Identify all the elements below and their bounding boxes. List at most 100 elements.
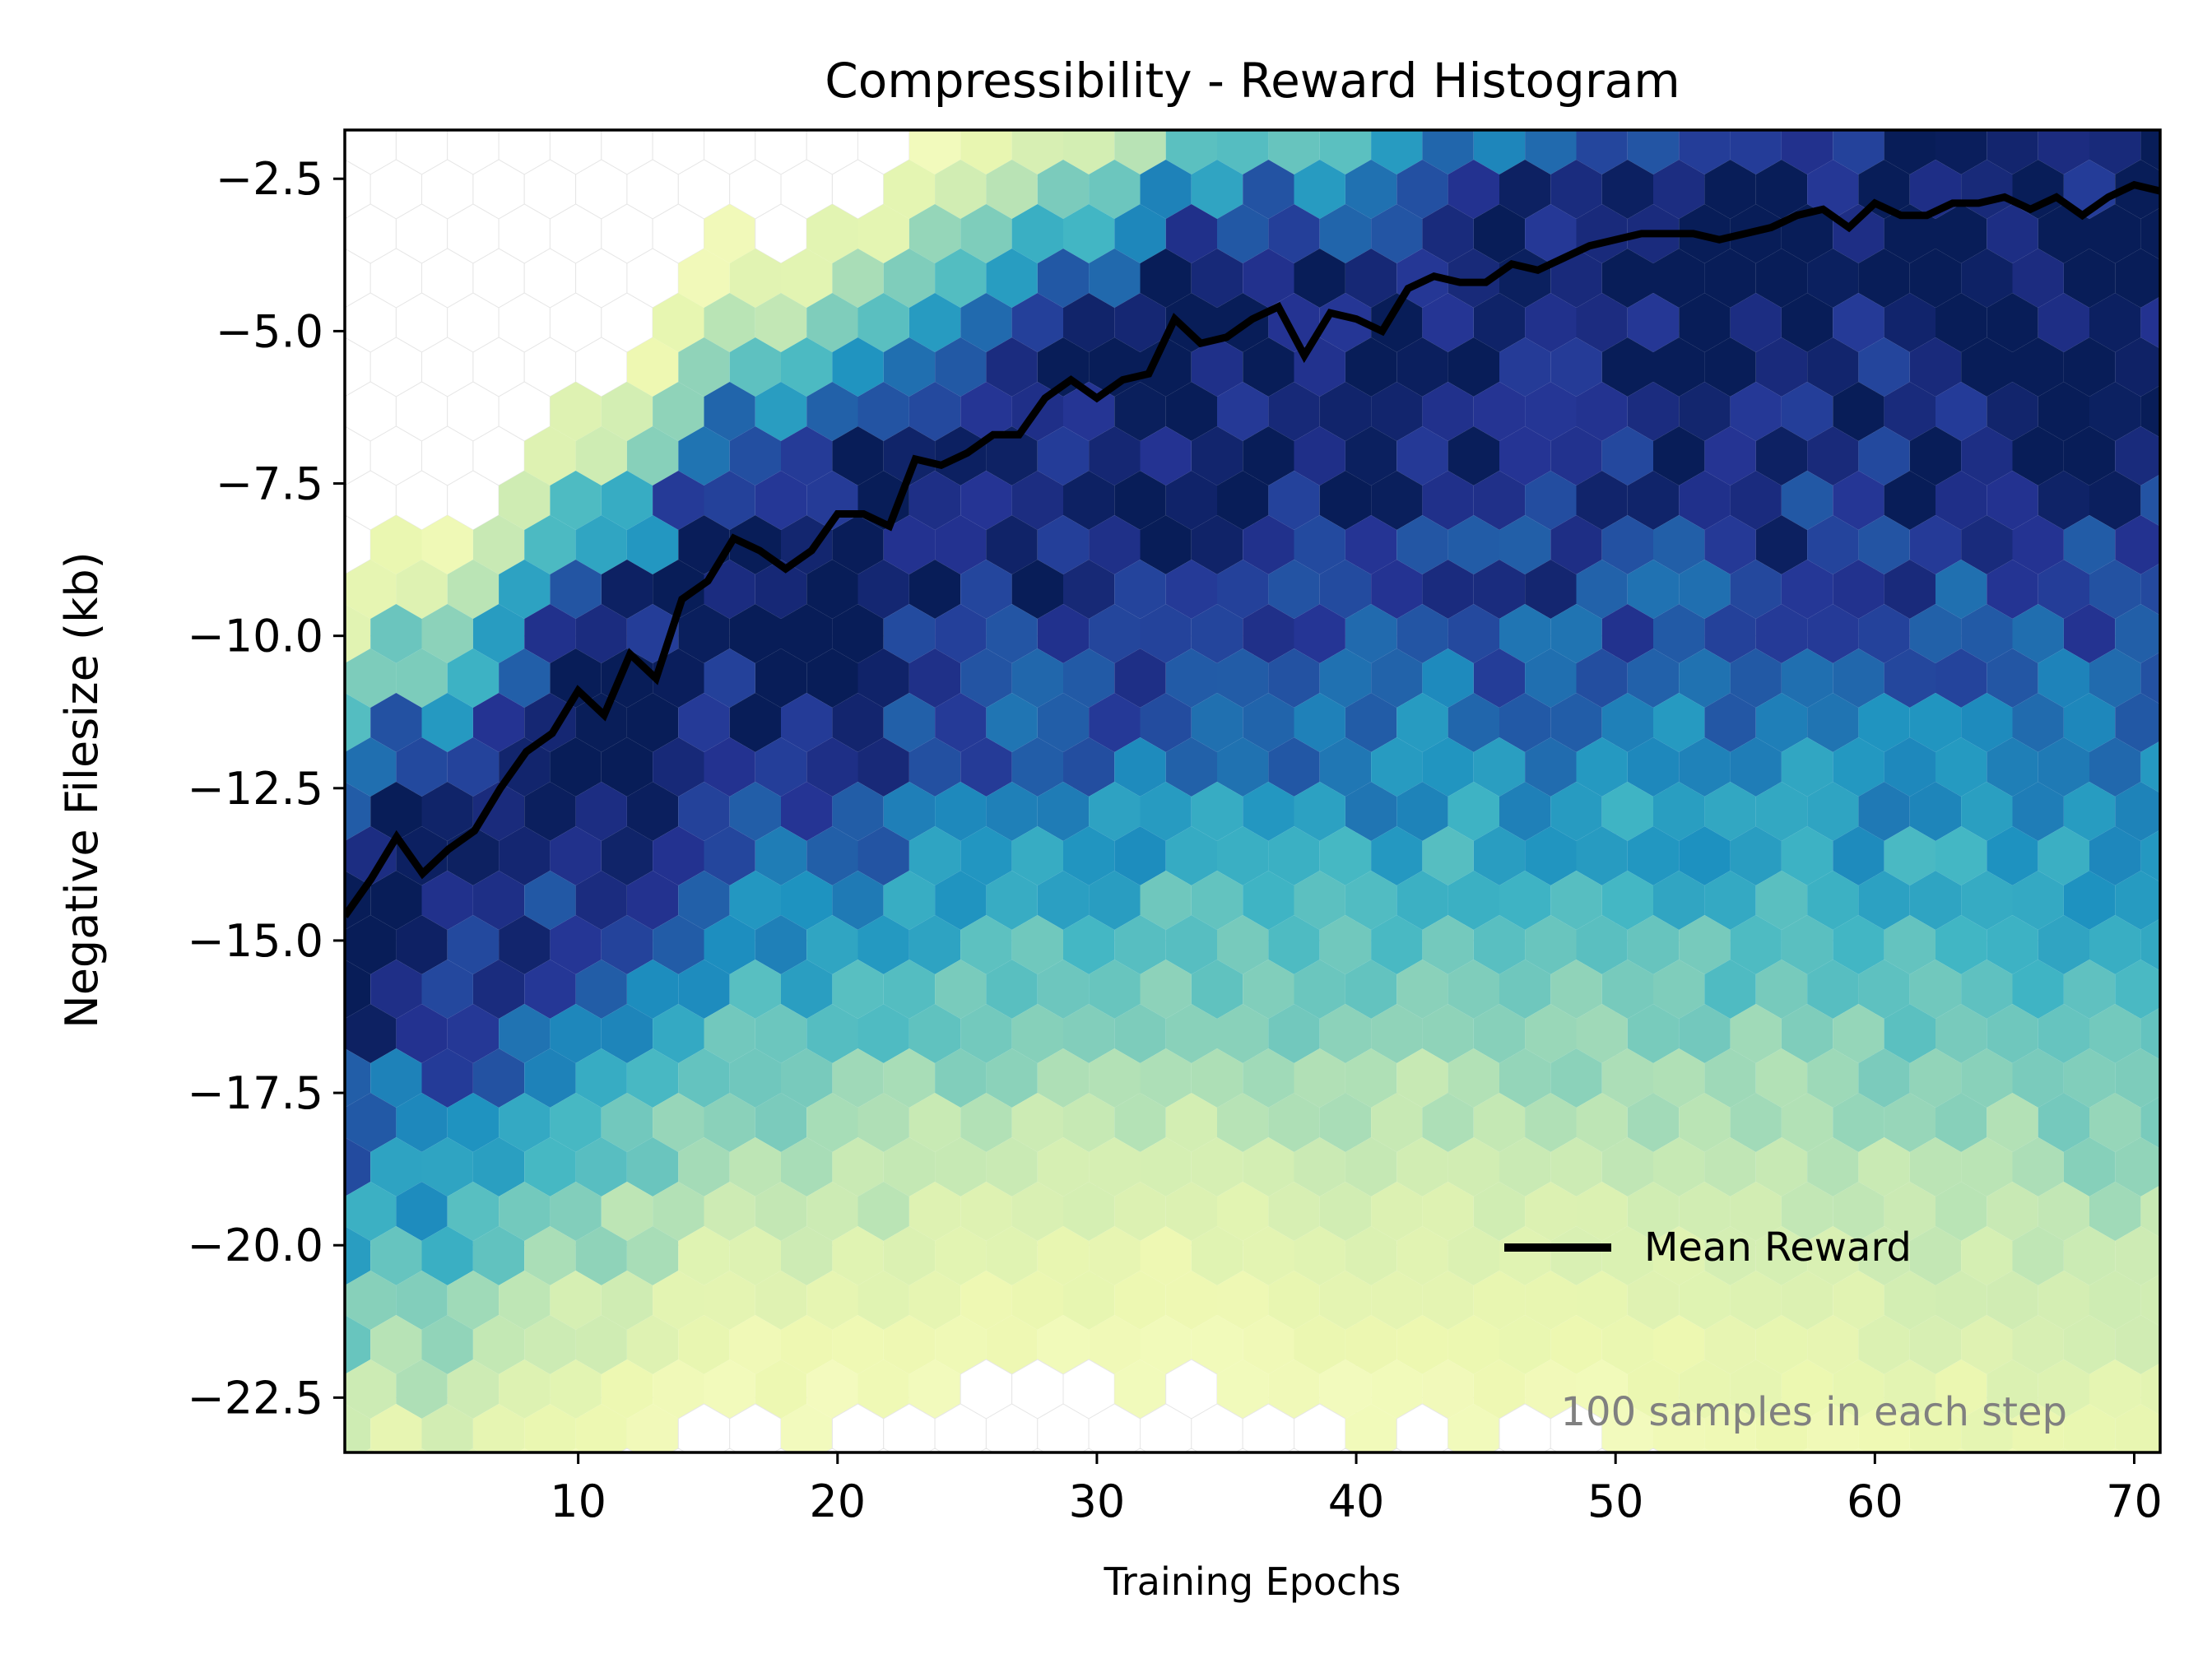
hexbin-cell [1601, 426, 1653, 486]
hexbin-cell [2063, 515, 2116, 574]
hexbin-cell [421, 960, 473, 1019]
hexbin-cell [2012, 693, 2064, 752]
hexbin-cell [1371, 1093, 1423, 1152]
hexbin-cell [908, 826, 961, 885]
hexbin-cell [1499, 604, 1551, 663]
hexbin-cell [1730, 1004, 1782, 1063]
hexbin-cell [524, 1048, 576, 1108]
hexbin-cell [1268, 1182, 1320, 1241]
hexbin-cell [575, 871, 627, 930]
hexbin-cell [1448, 1226, 1499, 1285]
hexbin-cell [1011, 737, 1063, 797]
hexbin-cell [1063, 648, 1115, 708]
hexbin-cell [550, 471, 602, 530]
hexbin-cell [1448, 1048, 1499, 1108]
hexbin-cell [935, 960, 987, 1019]
hexbin-cell [1679, 1004, 1731, 1063]
hexbin-cell [704, 1271, 755, 1330]
hexbin-cell [1191, 1048, 1243, 1108]
hexbin-cell [1114, 1182, 1166, 1241]
hexbin-cell [2012, 426, 2064, 486]
hexbin-cell [2089, 1004, 2141, 1063]
hexbin-cell [1089, 1315, 1141, 1374]
hexbin-cell [1601, 337, 1653, 397]
hexbin-cell [1268, 737, 1320, 797]
hexbin-cell [1396, 693, 1448, 752]
hexbin-cell [1191, 960, 1243, 1019]
hexbin-cell [499, 560, 551, 619]
hexbin-cell [1601, 1048, 1653, 1108]
hexbin-cell [2140, 296, 2160, 349]
hexbin-cell [1165, 826, 1217, 885]
hexbin-cell [2115, 782, 2160, 841]
hexbin-cell [2012, 1404, 2064, 1452]
hexbin-cell [370, 604, 422, 663]
hexbin-cell [1576, 560, 1628, 619]
hexbin-cell [2089, 471, 2141, 530]
hexbin-cell [1730, 1271, 1782, 1330]
hexbin-cell [935, 337, 987, 397]
hexbin-cell [1936, 1093, 1987, 1152]
hexbin-cell [1730, 293, 1782, 352]
hexbin-cell [1679, 471, 1731, 530]
hexbin-cell [1268, 1004, 1320, 1063]
hexbin-cell [345, 737, 397, 797]
hexbin-cell [1140, 693, 1192, 752]
hexbin-cell [1525, 130, 1577, 174]
hexbin-cell [729, 1226, 781, 1285]
hexbin-cell [447, 1271, 500, 1330]
hexbin-cell [601, 1182, 653, 1241]
hexbin-cell [1807, 515, 1859, 574]
hexbin-cell [1781, 293, 1833, 352]
hexbin-cell [1576, 471, 1628, 530]
hexbin-cell [1140, 515, 1192, 574]
hexbin-cell [1165, 204, 1217, 263]
hexbin-cell [1755, 1048, 1808, 1108]
hexbin-cell [2140, 563, 2160, 616]
hexbin-cell [421, 1404, 473, 1452]
hexbin-cell [1345, 693, 1397, 752]
hexbin-cell [1294, 693, 1345, 752]
hexbin-cell [1833, 130, 1884, 174]
hexbin-cell [832, 604, 884, 663]
hexbin-cell [832, 337, 884, 397]
hexbin-cell [1191, 782, 1243, 841]
hexbin-cell [1936, 648, 1987, 708]
hexbin-cell [2063, 1315, 2116, 1374]
hexbin-cell [986, 960, 1038, 1019]
hexbin-cell [857, 1093, 909, 1152]
hexbin-cell [421, 1226, 473, 1285]
hexbin-cell [2038, 648, 2089, 708]
hexbin-cell [1268, 471, 1320, 530]
hexbin-cell [1294, 604, 1345, 663]
hexbin-cell [729, 1137, 781, 1197]
hexbin-cell [1114, 204, 1166, 263]
hexbin-cell [1781, 471, 1833, 530]
hexbin-cell [678, 1226, 730, 1285]
hexbin-cell [678, 337, 730, 397]
hexbin-cell [1653, 426, 1705, 486]
hexbin-cell [832, 1315, 884, 1374]
hexbin-cell [1909, 1315, 1962, 1374]
hexbin-cell [1140, 426, 1192, 486]
hexbin-cell [345, 604, 371, 663]
hexbin-cell [1525, 471, 1577, 530]
hexbin-cell [1653, 1048, 1705, 1108]
hexbin-cell [1114, 471, 1166, 530]
hexbin-cell [729, 871, 781, 930]
hexbin-cell [2115, 1137, 2160, 1197]
hexbin-cell [653, 1182, 704, 1241]
hexbin-cell [1858, 1404, 1910, 1452]
hexbin-cell [960, 1093, 1012, 1152]
hexbin-cell [1525, 293, 1577, 352]
hexbin-cell [1268, 1093, 1320, 1152]
hexbin-cell [1807, 1315, 1859, 1374]
hexbin-cell [601, 737, 653, 797]
hexbin-cell [755, 471, 807, 530]
hexbin-cell [1448, 515, 1499, 574]
hexbin-cell [1191, 160, 1243, 219]
hexbin-cell [626, 426, 679, 486]
hexbin-cell [781, 337, 833, 397]
hexbin-cell [2012, 515, 2064, 574]
hexbin-cell [1217, 648, 1269, 708]
